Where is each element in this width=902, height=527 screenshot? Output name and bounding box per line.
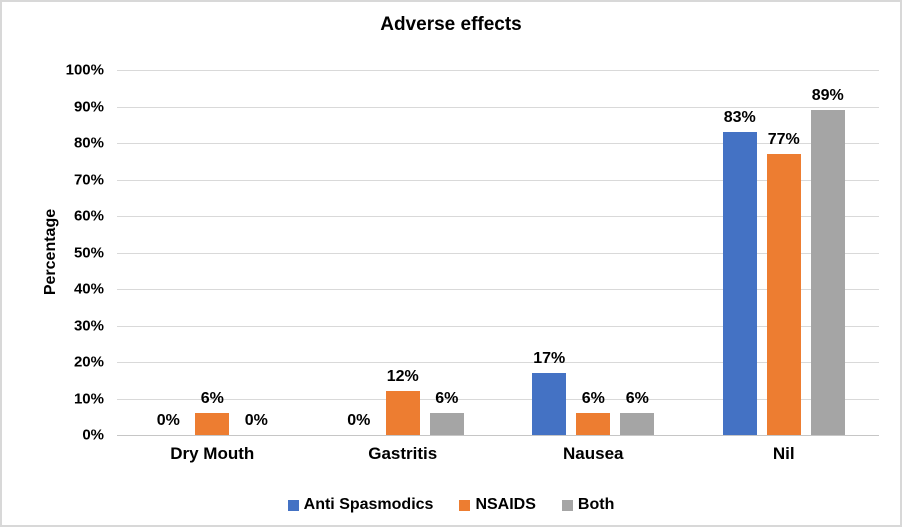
bar-nsaids xyxy=(195,413,230,435)
gridline xyxy=(117,106,879,108)
data-label: 6% xyxy=(581,390,605,408)
legend-item-anti-spasmodics: Anti Spasmodics xyxy=(287,496,434,514)
legend-label: Anti Spasmodics xyxy=(303,496,434,513)
legend-item-both: Both xyxy=(561,496,615,514)
gridline xyxy=(117,216,879,217)
legend-swatch-icon xyxy=(459,499,471,511)
bar-nsaids xyxy=(766,153,801,435)
y-tick-label: 40% xyxy=(73,280,104,298)
y-axis-title: Percentage xyxy=(42,208,59,296)
y-tick-label: 10% xyxy=(73,390,104,407)
bar-cell: 0% xyxy=(342,70,376,435)
bar-cell: 89% xyxy=(810,70,845,435)
y-tick-label: 60% xyxy=(73,207,104,225)
y-tick-label: 80% xyxy=(73,134,104,152)
chart-title: Adverse effects xyxy=(380,14,522,35)
legend: Anti Spasmodics NSAIDS Both xyxy=(2,496,900,514)
data-label: 6% xyxy=(200,390,224,408)
bar-cell: 6% xyxy=(576,70,611,435)
plot-area: 0% 10% 20% 30% 40% 50% 60% 70% 80% 90% 100% 0% 6% 0%… xyxy=(66,62,879,444)
x-axis-line xyxy=(117,435,879,436)
data-label: 0% xyxy=(347,412,371,429)
legend-label: Both xyxy=(577,496,615,513)
bar-cell: 17% xyxy=(532,70,567,435)
data-label: 77% xyxy=(767,130,800,148)
bar-groups: 0% 6% 0% 0% 12% 6% 17% 6% 6% 83% 77% 89% xyxy=(117,70,879,435)
gridline xyxy=(117,179,879,181)
bar-cell: 6% xyxy=(429,70,464,435)
gridline xyxy=(117,398,879,400)
gridline xyxy=(117,252,879,254)
bar-both xyxy=(620,413,655,435)
y-tick-label: 100% xyxy=(65,61,104,79)
category-label: Dry Mouth xyxy=(170,444,255,463)
data-label: 6% xyxy=(625,390,649,408)
category-label: Nil xyxy=(772,444,795,463)
y-tick-label: 20% xyxy=(73,353,104,371)
bar-group-nil: 83% 77% 89% xyxy=(689,70,880,435)
data-label: 0% xyxy=(156,412,180,429)
bar-cell: 0% xyxy=(239,70,273,435)
data-label: 0% xyxy=(244,412,268,429)
bar-nsaids xyxy=(385,391,420,435)
bar-group-gastritis: 0% 12% 6% xyxy=(308,70,499,435)
data-label: 83% xyxy=(723,109,756,127)
bar-nsaids xyxy=(576,413,611,435)
category-label: Nausea xyxy=(563,444,624,463)
data-label: 17% xyxy=(533,349,566,367)
bar-anti-spasmodics xyxy=(532,372,567,435)
category-labels: Dry Mouth Gastritis Nausea Nil xyxy=(117,444,879,464)
bar-cell: 77% xyxy=(766,70,801,435)
y-tick-label: 30% xyxy=(73,317,104,334)
y-tick-label: 70% xyxy=(73,171,104,188)
bar-group-nausea: 17% 6% 6% xyxy=(498,70,689,435)
gridline xyxy=(117,362,879,363)
legend-swatch-icon xyxy=(561,499,573,511)
gridline xyxy=(117,70,879,71)
data-label: 6% xyxy=(435,390,459,408)
category-label: Gastritis xyxy=(368,444,438,463)
data-label: 89% xyxy=(811,87,844,105)
bar-both xyxy=(810,110,845,435)
bar-cell: 6% xyxy=(195,70,230,435)
y-tick-label: 0% xyxy=(82,426,104,444)
bar-cell: 6% xyxy=(620,70,655,435)
bar-anti-spasmodics xyxy=(722,132,757,435)
legend-swatch-icon xyxy=(287,499,299,511)
bar-cell: 0% xyxy=(151,70,185,435)
bar-both xyxy=(429,413,464,435)
bar-cell: 12% xyxy=(385,70,420,435)
gridline xyxy=(117,143,879,144)
legend-label: NSAIDS xyxy=(475,496,536,513)
bar-group-dry-mouth: 0% 6% 0% xyxy=(117,70,308,435)
gridline xyxy=(117,325,879,327)
y-tick-label: 50% xyxy=(73,244,104,261)
bar-cell: 83% xyxy=(722,70,757,435)
y-tick-label: 90% xyxy=(73,98,104,115)
gridline xyxy=(117,289,879,290)
data-label: 12% xyxy=(386,368,419,386)
legend-item-nsaids: NSAIDS xyxy=(459,496,536,514)
